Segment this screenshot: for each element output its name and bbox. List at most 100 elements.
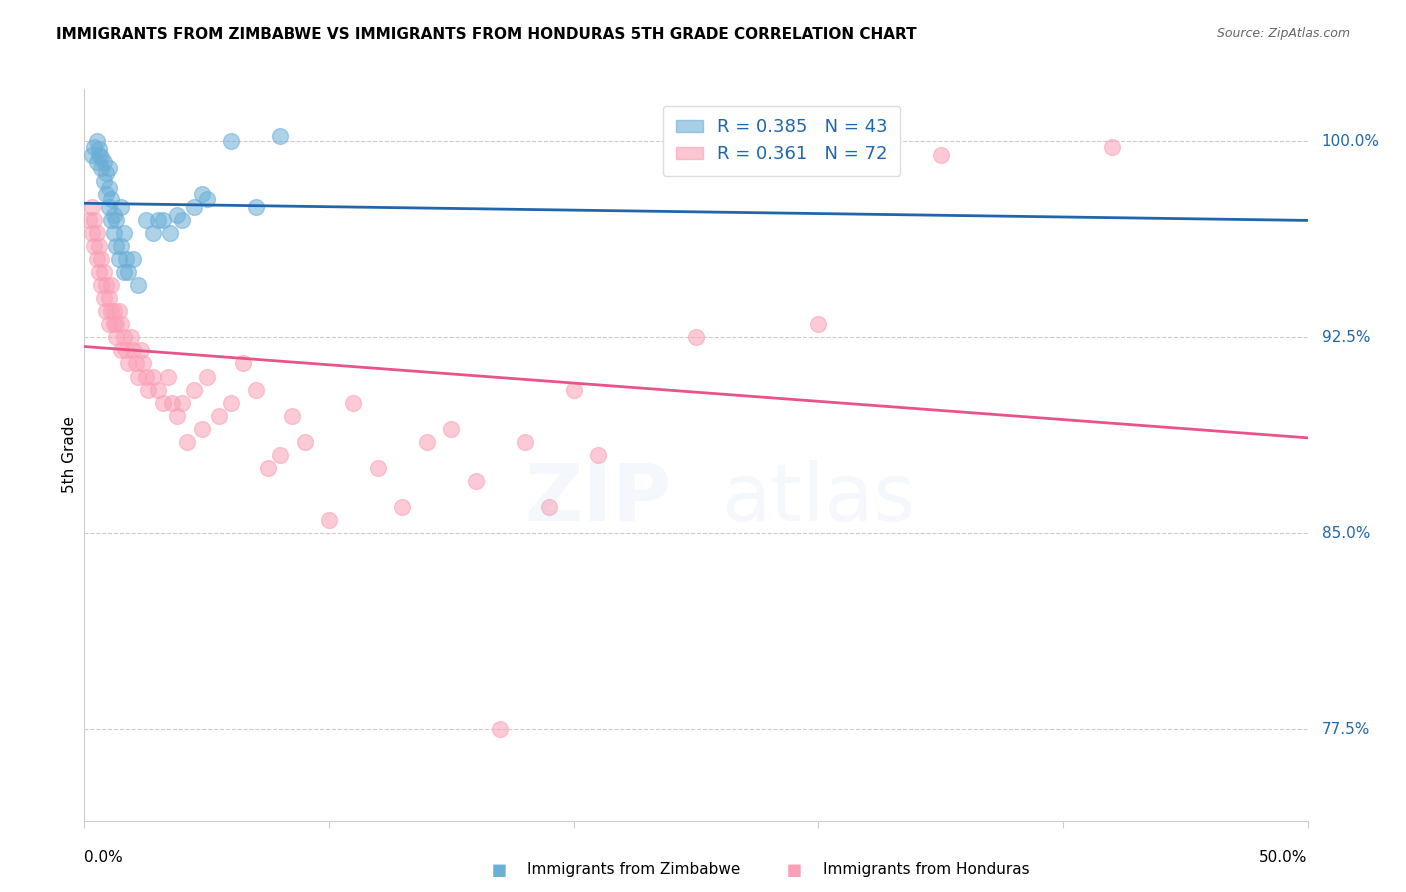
Point bbox=[172, 395, 194, 409]
Point bbox=[80, 147, 103, 161]
Point bbox=[195, 369, 218, 384]
Point bbox=[136, 383, 159, 397]
Point bbox=[115, 343, 138, 358]
Point bbox=[107, 252, 129, 266]
Point bbox=[105, 330, 128, 344]
Point bbox=[117, 265, 139, 279]
Point bbox=[103, 318, 125, 332]
Point bbox=[87, 147, 110, 161]
Point bbox=[90, 150, 112, 164]
Point bbox=[191, 422, 214, 436]
Text: ▪: ▪ bbox=[491, 858, 508, 881]
Point bbox=[77, 212, 100, 227]
Point bbox=[100, 304, 122, 318]
Point bbox=[208, 409, 231, 423]
Point bbox=[93, 155, 115, 169]
Point bbox=[90, 278, 112, 293]
Point bbox=[112, 226, 135, 240]
Point bbox=[112, 265, 135, 279]
Text: atlas: atlas bbox=[721, 459, 915, 538]
Point bbox=[80, 200, 103, 214]
Point bbox=[103, 208, 125, 222]
Point bbox=[97, 181, 120, 195]
Point bbox=[562, 383, 585, 397]
Point bbox=[464, 474, 486, 488]
Text: Immigrants from Zimbabwe: Immigrants from Zimbabwe bbox=[527, 863, 741, 877]
Point bbox=[87, 142, 110, 156]
Point bbox=[100, 278, 122, 293]
Y-axis label: 5th Grade: 5th Grade bbox=[62, 417, 77, 493]
Point bbox=[110, 200, 132, 214]
Point bbox=[132, 357, 155, 371]
Point bbox=[440, 422, 463, 436]
Point bbox=[142, 369, 165, 384]
Point bbox=[96, 278, 118, 293]
Point bbox=[513, 434, 536, 449]
Point bbox=[269, 129, 291, 144]
Text: 77.5%: 77.5% bbox=[1322, 722, 1369, 737]
Point bbox=[245, 200, 267, 214]
Point bbox=[97, 291, 120, 305]
Point bbox=[96, 186, 118, 201]
Point bbox=[152, 212, 174, 227]
Point bbox=[90, 252, 112, 266]
Point bbox=[162, 395, 184, 409]
Point bbox=[127, 278, 149, 293]
Point bbox=[127, 369, 149, 384]
Point bbox=[110, 343, 132, 358]
Point bbox=[83, 239, 105, 253]
Point bbox=[87, 265, 110, 279]
Point bbox=[318, 513, 340, 527]
Point bbox=[83, 212, 105, 227]
Point bbox=[146, 383, 169, 397]
Point bbox=[86, 135, 108, 149]
Point bbox=[245, 383, 267, 397]
Point bbox=[146, 212, 169, 227]
Text: 0.0%: 0.0% bbox=[84, 850, 124, 865]
Point bbox=[294, 434, 316, 449]
Point bbox=[100, 212, 122, 227]
Point bbox=[110, 318, 132, 332]
Text: 85.0%: 85.0% bbox=[1322, 525, 1369, 541]
Point bbox=[103, 304, 125, 318]
Point bbox=[80, 226, 103, 240]
Point bbox=[117, 357, 139, 371]
Point bbox=[166, 409, 188, 423]
Point bbox=[232, 357, 254, 371]
Point bbox=[538, 500, 561, 515]
Point bbox=[367, 461, 389, 475]
Point bbox=[105, 239, 128, 253]
Point bbox=[86, 226, 108, 240]
Text: ZIP: ZIP bbox=[524, 459, 672, 538]
Point bbox=[93, 291, 115, 305]
Text: 92.5%: 92.5% bbox=[1322, 330, 1369, 345]
Point bbox=[257, 461, 280, 475]
Point bbox=[97, 200, 120, 214]
Point bbox=[105, 318, 128, 332]
Legend: R = 0.385   N = 43, R = 0.361   N = 72: R = 0.385 N = 43, R = 0.361 N = 72 bbox=[662, 105, 900, 176]
Point bbox=[105, 212, 128, 227]
Text: IMMIGRANTS FROM ZIMBABWE VS IMMIGRANTS FROM HONDURAS 5TH GRADE CORRELATION CHART: IMMIGRANTS FROM ZIMBABWE VS IMMIGRANTS F… bbox=[56, 27, 917, 42]
Point bbox=[142, 226, 165, 240]
Text: 50.0%: 50.0% bbox=[1260, 850, 1308, 865]
Point bbox=[159, 226, 181, 240]
Point bbox=[122, 252, 145, 266]
Point bbox=[87, 239, 110, 253]
Text: Source: ZipAtlas.com: Source: ZipAtlas.com bbox=[1216, 27, 1350, 40]
Point bbox=[929, 147, 952, 161]
Point bbox=[191, 186, 214, 201]
Point bbox=[416, 434, 439, 449]
Point bbox=[112, 330, 135, 344]
Point bbox=[281, 409, 304, 423]
Point bbox=[86, 155, 108, 169]
Point bbox=[183, 200, 205, 214]
Point bbox=[156, 369, 179, 384]
Point bbox=[100, 192, 122, 206]
Text: 100.0%: 100.0% bbox=[1322, 134, 1379, 149]
Point bbox=[219, 395, 242, 409]
Point bbox=[586, 448, 609, 462]
Point bbox=[342, 395, 364, 409]
Point bbox=[93, 174, 115, 188]
Point bbox=[110, 239, 132, 253]
Point bbox=[90, 161, 112, 175]
